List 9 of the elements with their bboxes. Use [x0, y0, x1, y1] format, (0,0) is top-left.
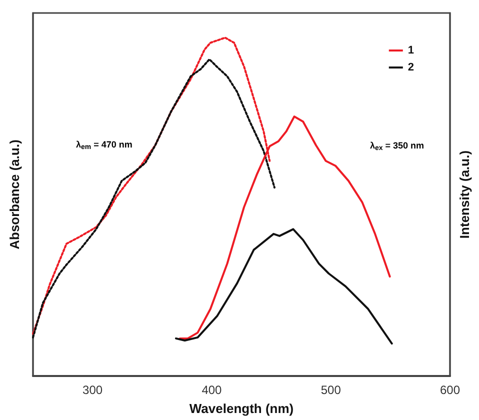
x-tick-label: 500 [320, 383, 342, 397]
x-tick-label: 300 [82, 383, 103, 397]
y-axis-title: Absorbance (a.u.) [7, 140, 22, 250]
legend-label: 1 [408, 44, 414, 56]
x-tick-label: 400 [202, 383, 222, 397]
x-tick-label: 600 [440, 383, 460, 397]
x-axis-title: Wavelength (nm) [189, 401, 294, 416]
legend-label: 2 [408, 62, 414, 74]
y2-axis-title: Intensity (a.u.) [457, 150, 472, 239]
